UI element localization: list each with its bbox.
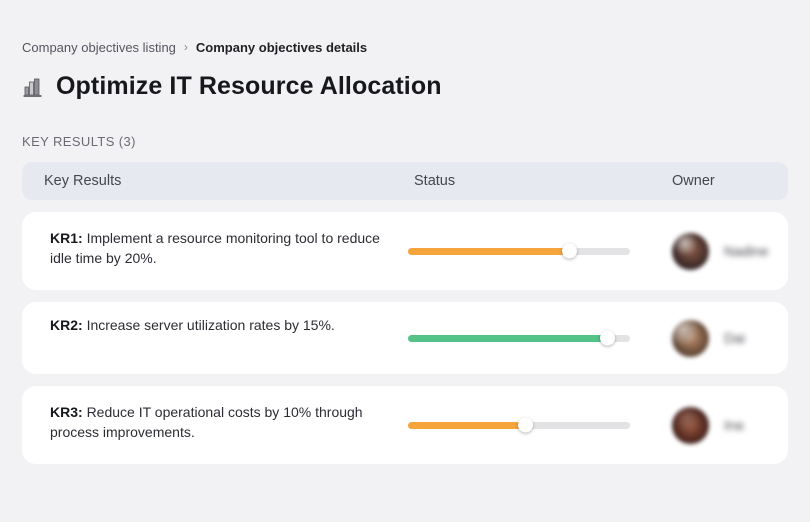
chevron-right-icon: ›	[183, 39, 188, 54]
owner-name: Dai	[724, 330, 746, 346]
key-results-section-label: KEY RESULTS (3)	[22, 134, 136, 149]
breadcrumb-objectives-details: Company objectives details	[195, 40, 368, 55]
kr-description: KR2: Increase server utilization rates b…	[50, 302, 380, 335]
objective-details-page: Company objectives listing › Company obj…	[22, 39, 788, 464]
progress-fill	[408, 417, 533, 433]
table-header-row: Key Results Status Owner	[22, 162, 788, 200]
owner-cell: Ina	[672, 406, 788, 444]
avatar	[672, 319, 709, 357]
progress-fill	[408, 330, 615, 346]
breadcrumb: Company objectives listing › Company obj…	[22, 39, 788, 56]
avatar	[672, 406, 709, 444]
progress-slider[interactable]	[408, 243, 630, 259]
column-header-owner: Owner	[672, 173, 715, 189]
status-cell	[408, 330, 672, 346]
title-row: Optimize IT Resource Allocation	[22, 72, 788, 101]
kr-description: KR3: Reduce IT operational costs by 10% …	[50, 386, 380, 442]
kr-id-label: KR3:	[50, 404, 83, 420]
kr-description: KR1: Implement a resource monitoring too…	[50, 212, 380, 268]
owner-cell: Dai	[672, 319, 788, 357]
owner-cell: Nadine	[672, 232, 788, 270]
progress-slider[interactable]	[408, 417, 630, 433]
slider-knob[interactable]	[599, 330, 615, 346]
breadcrumb-objectives-listing[interactable]: Company objectives listing	[22, 40, 176, 55]
status-cell	[408, 243, 672, 259]
progress-slider[interactable]	[408, 330, 630, 346]
owner-name: Nadine	[724, 243, 769, 259]
slider-knob[interactable]	[562, 243, 578, 259]
owner-name: Ina	[724, 417, 744, 433]
status-cell	[408, 417, 672, 433]
key-result-row-1[interactable]: KR1: Implement a resource monitoring too…	[22, 212, 788, 290]
kr-description-text: Increase server utilization rates by 15%…	[86, 317, 335, 333]
progress-fill	[408, 243, 578, 259]
key-result-row-2[interactable]: KR2: Increase server utilization rates b…	[22, 302, 788, 374]
avatar	[672, 232, 709, 270]
page-title: Optimize IT Resource Allocation	[56, 72, 442, 100]
kr-id-label: KR2:	[50, 317, 83, 333]
column-header-key-results: Key Results	[44, 173, 122, 189]
kr-id-label: KR1:	[50, 230, 83, 246]
column-header-status: Status	[414, 173, 456, 189]
key-result-row-3[interactable]: KR3: Reduce IT operational costs by 10% …	[22, 386, 788, 464]
slider-knob[interactable]	[517, 417, 533, 433]
building-bar-chart-icon	[22, 75, 46, 99]
kr-description-text: Reduce IT operational costs by 10% throu…	[50, 404, 363, 440]
kr-description-text: Implement a resource monitoring tool to …	[50, 230, 380, 266]
